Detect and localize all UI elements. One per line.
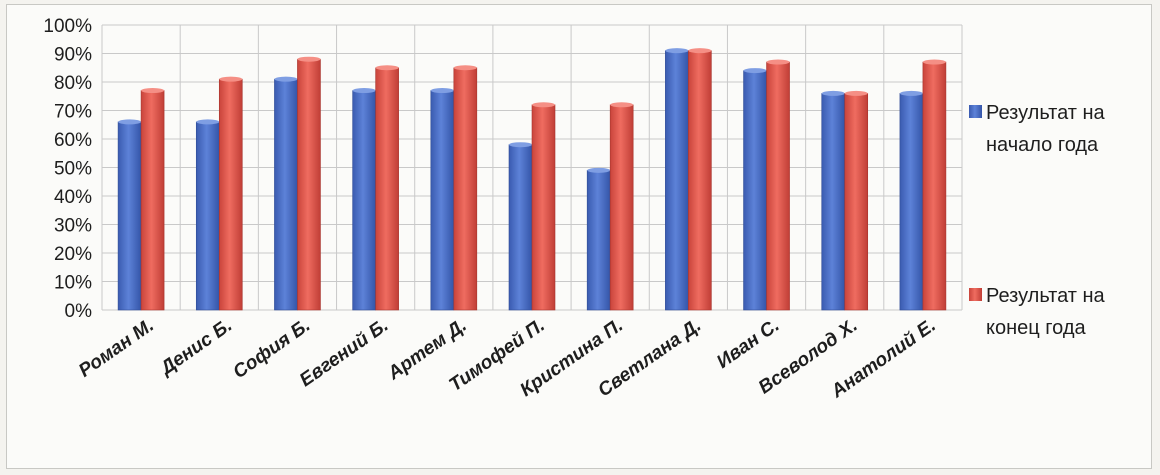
x-category-label: Роман М.: [75, 315, 158, 382]
x-category-label: Денис Б.: [155, 315, 236, 380]
y-tick-label: 40%: [54, 187, 92, 208]
bar-top-cap: [352, 88, 376, 94]
legend-label: Результат на: [986, 102, 1106, 124]
bar-top-cap: [821, 90, 845, 96]
bar-end-of-year: [609, 104, 634, 311]
bar-start-of-year: [430, 90, 455, 311]
bar-top-cap: [375, 65, 399, 71]
bar-start-of-year: [352, 90, 376, 311]
y-tick-label: 50%: [54, 159, 92, 180]
bar-top-cap: [141, 88, 165, 94]
bar-top-cap: [118, 119, 142, 125]
x-category-label: Евгений Б.: [296, 315, 392, 391]
bar-top-cap: [922, 59, 946, 65]
chart-frame: 0% 10% 20% 30% 40% 50% 60% 70% 80% 90% 100% Роман …: [6, 4, 1152, 469]
y-tick-label: 60%: [54, 130, 92, 151]
legend-label: конец года: [986, 317, 1086, 339]
bar-start-of-year: [195, 121, 220, 311]
bar-top-cap: [899, 90, 923, 96]
bar-end-of-year: [453, 67, 478, 311]
bar-top-cap: [509, 142, 532, 148]
x-category-label: Иван С.: [713, 315, 783, 373]
bar-start-of-year: [665, 50, 689, 311]
bar-start-of-year: [743, 70, 767, 311]
bar-start-of-year: [117, 121, 142, 311]
bar-start-of-year: [899, 93, 924, 311]
bar-top-cap: [610, 102, 634, 108]
bar-top-cap: [196, 119, 220, 125]
bar-start-of-year: [821, 93, 846, 311]
bar-end-of-year: [140, 90, 165, 311]
bar-top-cap: [219, 76, 243, 82]
bar-end-of-year: [297, 58, 321, 311]
y-tick-label: 70%: [54, 102, 92, 123]
y-tick-label: 80%: [54, 73, 92, 94]
bar-top-cap: [587, 167, 611, 173]
y-tick-label: 100%: [43, 16, 92, 37]
bar-top-cap: [297, 56, 321, 62]
bar-end-of-year: [375, 67, 399, 311]
bar-start-of-year: [586, 170, 611, 311]
bar-end-of-year: [531, 104, 556, 311]
bar-end-of-year: [766, 61, 790, 311]
bar-top-cap: [743, 68, 767, 74]
bar-start-of-year: [274, 78, 298, 311]
legend-label: Результат на: [986, 285, 1106, 307]
bar-top-cap: [766, 59, 790, 65]
y-tick-label: 0%: [65, 301, 93, 322]
bar-top-cap: [688, 48, 712, 54]
bar-top-cap: [274, 76, 298, 82]
y-tick-label: 10%: [54, 273, 92, 294]
y-axis-ticks: 0% 10% 20% 30% 40% 50% 60% 70% 80% 90% 100%: [43, 16, 92, 322]
bar-start-of-year: [508, 144, 533, 311]
legend: Результат на начало года Результат на конец…: [969, 102, 1106, 339]
legend-label: начало года: [986, 134, 1099, 156]
bar-end-of-year: [218, 78, 243, 311]
bar-top-cap: [665, 48, 689, 54]
bar-top-cap: [844, 90, 868, 96]
bar-end-of-year: [688, 50, 712, 311]
y-tick-label: 90%: [54, 45, 92, 66]
bar-top-cap: [453, 65, 477, 71]
x-axis-labels: Роман М. Денис Б.София Б.Евгений Б.Артем …: [75, 315, 940, 403]
bar-top-cap: [430, 88, 454, 94]
bar-top-cap: [532, 102, 555, 108]
bars-layer: [117, 48, 947, 311]
y-tick-label: 20%: [54, 244, 92, 265]
legend-swatch: [969, 288, 982, 301]
bar-chart: 0% 10% 20% 30% 40% 50% 60% 70% 80% 90% 100% Роман …: [43, 16, 1106, 403]
legend-swatch: [969, 105, 982, 118]
y-tick-label: 30%: [54, 216, 92, 237]
bar-end-of-year: [844, 93, 869, 311]
bar-end-of-year: [922, 61, 947, 311]
